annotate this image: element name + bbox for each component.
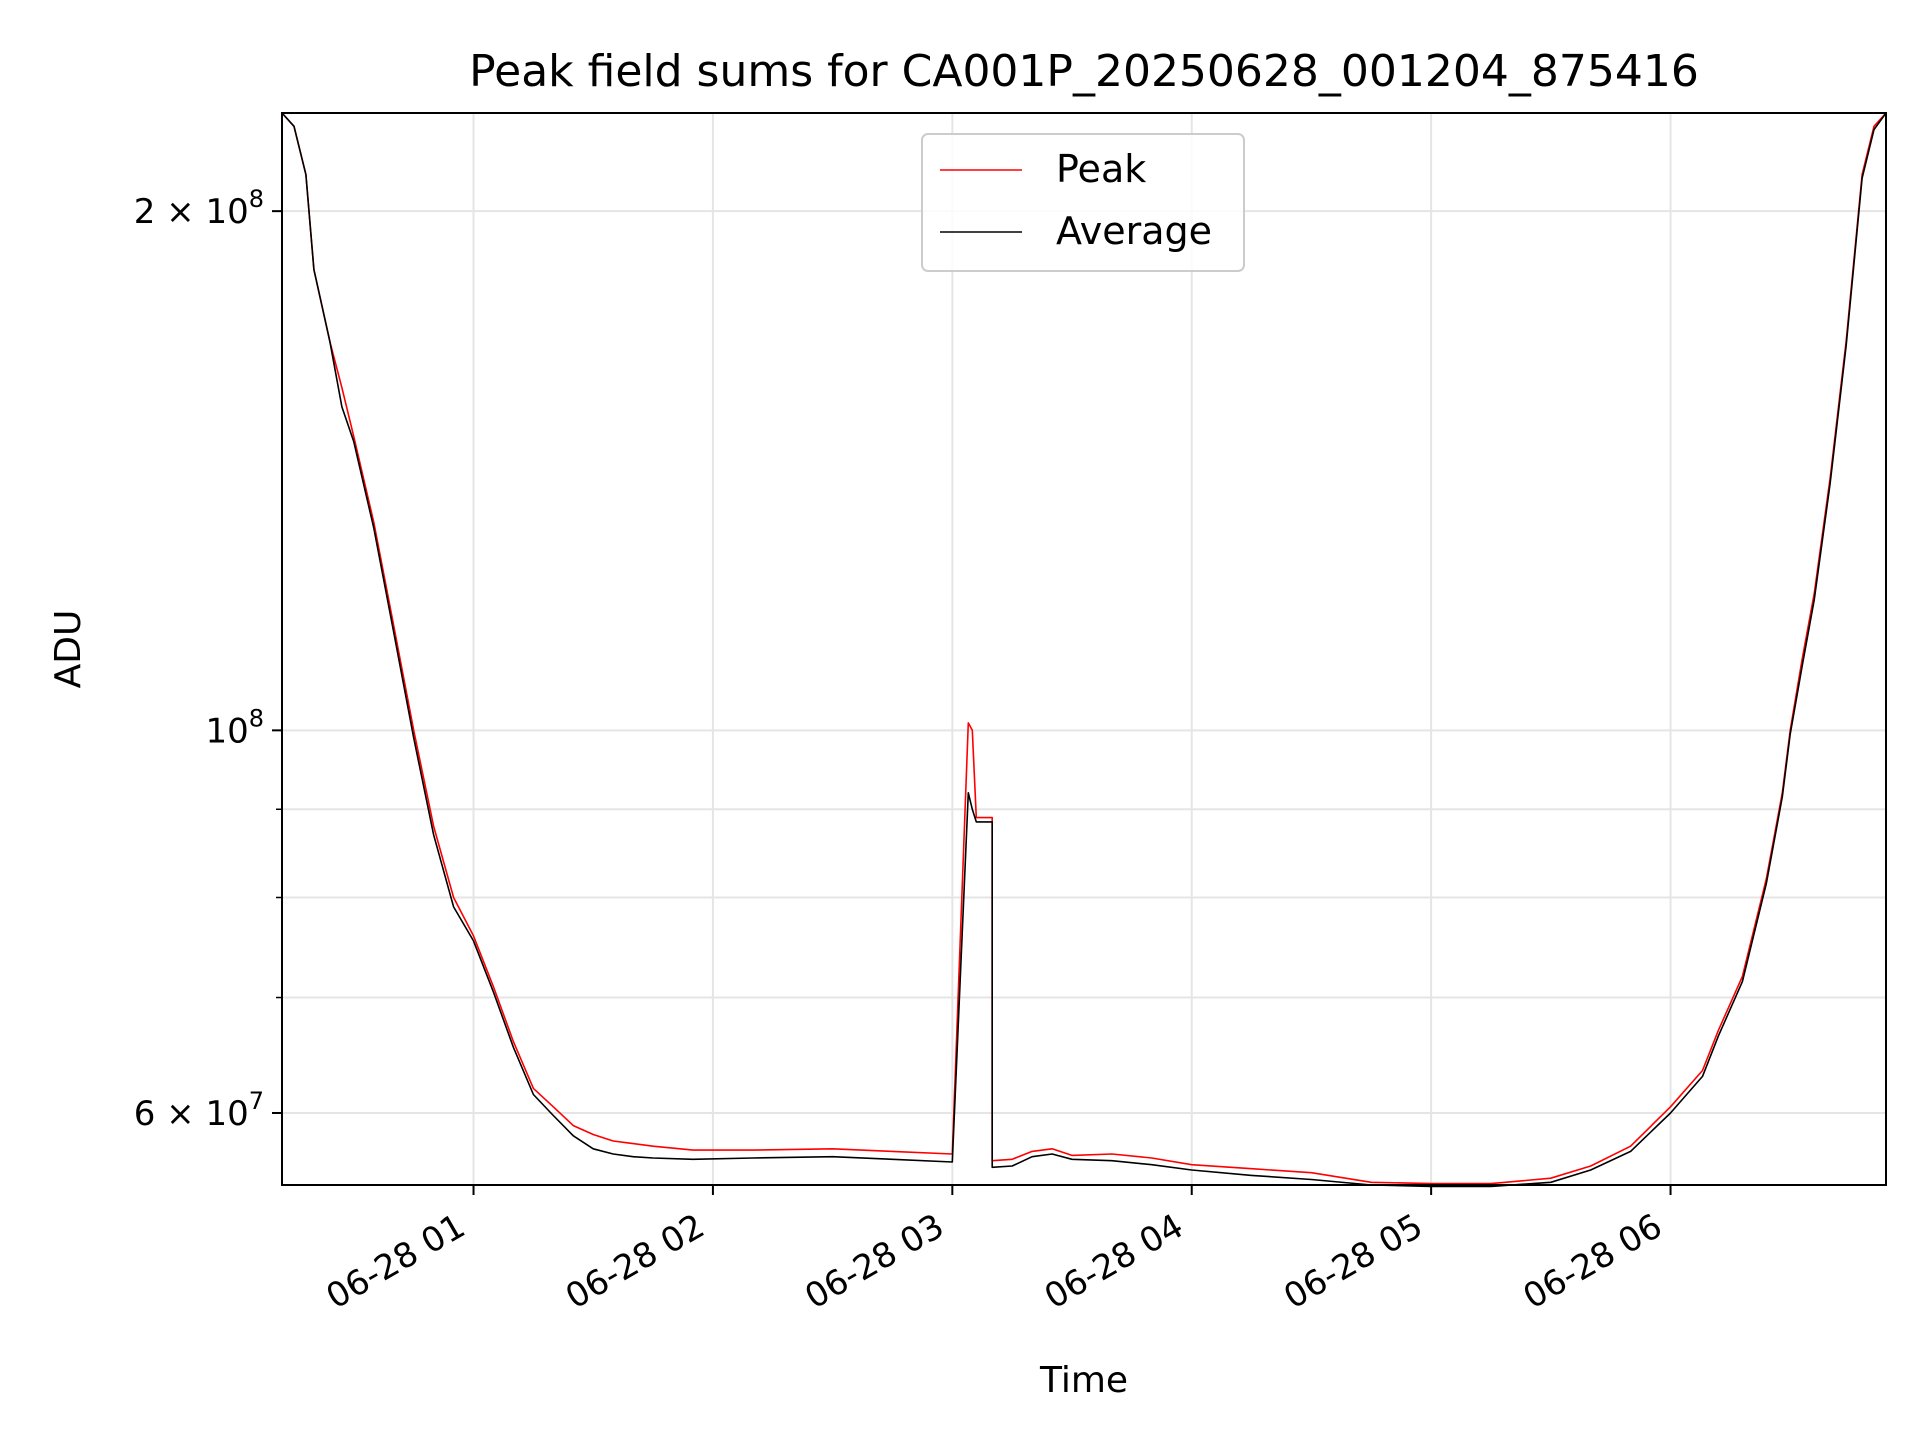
legend-box xyxy=(921,133,1245,272)
legend-label-peak: Peak xyxy=(1056,147,1146,191)
x-axis-label: Time xyxy=(1039,1360,1128,1401)
chart-title: Peak field sums for CA001P_20250628_0012… xyxy=(469,46,1699,97)
series-line-peak xyxy=(281,112,1887,1185)
y-tick-label-exponent: 8 xyxy=(249,704,264,732)
series-layer xyxy=(281,112,1887,1188)
legend: Peak Average xyxy=(921,133,1245,272)
series-line-average xyxy=(281,112,1887,1188)
y-tick-label: 6 × 107 xyxy=(134,1087,264,1134)
legend-label-average: Average xyxy=(1056,209,1212,253)
plot-area-frame xyxy=(281,112,1887,1186)
grid-layer xyxy=(282,113,1886,1185)
y-tick-label: 2 × 108 xyxy=(134,185,264,232)
y-tick-label-exponent: 8 xyxy=(249,185,264,213)
y-tick-label-base: 6 × 10 xyxy=(134,1094,249,1134)
y-tick-label: 108 xyxy=(205,704,264,751)
y-axis-label: ADU xyxy=(48,610,89,689)
y-tick-label-base: 2 × 10 xyxy=(134,192,249,232)
y-tick-label-exponent: 7 xyxy=(249,1087,264,1115)
y-tick-label-base: 10 xyxy=(205,711,248,751)
